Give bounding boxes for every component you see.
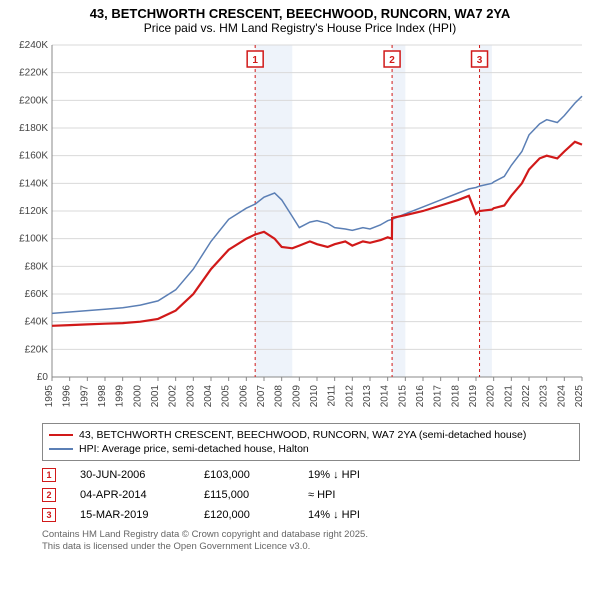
x-tick-label: 2021 [503, 385, 514, 408]
legend-box: 43, BETCHWORTH CRESCENT, BEECHWOOD, RUNC… [42, 423, 580, 461]
y-tick-label: £60K [25, 289, 49, 300]
x-tick-label: 2014 [380, 385, 391, 408]
x-tick-label: 2024 [556, 385, 567, 408]
x-tick-label: 1999 [115, 385, 126, 408]
series-hpi [52, 96, 582, 313]
y-tick-label: £40K [25, 317, 49, 328]
legend-swatch [49, 434, 73, 436]
x-tick-label: 1998 [97, 385, 108, 408]
x-tick-label: 2011 [327, 385, 338, 407]
sale-price: £120,000 [204, 509, 284, 521]
y-tick-label: £140K [19, 178, 48, 189]
title-line1: 43, BETCHWORTH CRESCENT, BEECHWOOD, RUNC… [10, 6, 590, 21]
x-tick-label: 2004 [203, 385, 214, 408]
y-tick-label: £80K [25, 261, 49, 272]
x-tick-label: 1995 [44, 385, 55, 408]
sale-delta: 19% ↓ HPI [308, 469, 408, 481]
x-tick-label: 2016 [415, 385, 426, 408]
x-tick-label: 2017 [433, 385, 444, 408]
x-tick-label: 2002 [168, 385, 179, 408]
x-tick-label: 2010 [309, 385, 320, 408]
x-tick-label: 1996 [62, 385, 73, 408]
sale-marker: 2 [42, 488, 56, 502]
x-tick-label: 2007 [256, 385, 267, 408]
sale-date: 04-APR-2014 [80, 489, 180, 501]
x-tick-label: 2003 [185, 385, 196, 408]
x-tick-label: 2012 [344, 385, 355, 408]
legend-row: HPI: Average price, semi-detached house,… [49, 442, 573, 456]
sale-marker-num: 1 [252, 55, 258, 66]
sale-date: 15-MAR-2019 [80, 509, 180, 521]
chart-container: 43, BETCHWORTH CRESCENT, BEECHWOOD, RUNC… [0, 0, 600, 590]
legend-label: 43, BETCHWORTH CRESCENT, BEECHWOOD, RUNC… [79, 429, 526, 441]
y-tick-label: £100K [19, 234, 48, 245]
x-tick-label: 2005 [221, 385, 232, 408]
x-tick-label: 2025 [574, 385, 585, 408]
y-tick-label: £160K [19, 151, 48, 162]
title-line2: Price paid vs. HM Land Registry's House … [10, 21, 590, 35]
sales-table: 1 30-JUN-2006 £103,000 19% ↓ HPI 2 04-APR-201… [42, 465, 580, 525]
sale-marker-num: 2 [389, 55, 395, 66]
x-tick-label: 2000 [132, 385, 143, 408]
legend-row: 43, BETCHWORTH CRESCENT, BEECHWOOD, RUNC… [49, 428, 573, 442]
sales-row: 2 04-APR-2014 £115,000 ≈ HPI [42, 485, 580, 505]
y-tick-label: £200K [19, 95, 48, 106]
sale-price: £115,000 [204, 489, 284, 501]
y-tick-label: £220K [19, 68, 48, 79]
y-tick-label: £180K [19, 123, 48, 134]
x-tick-label: 1997 [79, 385, 90, 408]
x-tick-label: 2018 [450, 385, 461, 408]
y-tick-label: £0 [37, 372, 49, 383]
legend-swatch [49, 448, 73, 450]
x-tick-label: 2008 [274, 385, 285, 408]
sales-row: 1 30-JUN-2006 £103,000 19% ↓ HPI [42, 465, 580, 485]
attribution-line1: Contains HM Land Registry data © Crown c… [42, 529, 580, 541]
title-block: 43, BETCHWORTH CRESCENT, BEECHWOOD, RUNC… [0, 0, 600, 37]
series-property [52, 142, 582, 326]
y-tick-label: £120K [19, 206, 48, 217]
x-tick-label: 2023 [539, 385, 550, 408]
y-tick-label: £20K [25, 344, 49, 355]
sale-date: 30-JUN-2006 [80, 469, 180, 481]
x-tick-label: 2015 [397, 385, 408, 408]
sale-marker-num: 3 [477, 55, 483, 66]
x-tick-label: 2006 [238, 385, 249, 408]
sale-delta: ≈ HPI [308, 489, 408, 501]
x-tick-label: 2001 [150, 385, 161, 408]
legend-label: HPI: Average price, semi-detached house,… [79, 443, 309, 455]
x-tick-label: 2019 [468, 385, 479, 408]
x-tick-label: 2009 [291, 385, 302, 408]
sales-row: 3 15-MAR-2019 £120,000 14% ↓ HPI [42, 505, 580, 525]
sale-price: £103,000 [204, 469, 284, 481]
attribution-block: Contains HM Land Registry data © Crown c… [42, 529, 580, 554]
attribution-line2: This data is licensed under the Open Gov… [42, 541, 580, 553]
sale-marker: 1 [42, 468, 56, 482]
x-tick-label: 2013 [362, 385, 373, 408]
x-tick-label: 2020 [486, 385, 497, 408]
x-tick-label: 2022 [521, 385, 532, 408]
chart-svg: £0 £20K £40K £60K £80K £100K £120K £140K £160K £1… [10, 37, 590, 417]
sale-delta: 14% ↓ HPI [308, 509, 408, 521]
y-tick-label: £240K [19, 40, 48, 51]
sale-marker: 3 [42, 508, 56, 522]
chart-area: £0 £20K £40K £60K £80K £100K £120K £140K £160K £1… [10, 37, 590, 417]
